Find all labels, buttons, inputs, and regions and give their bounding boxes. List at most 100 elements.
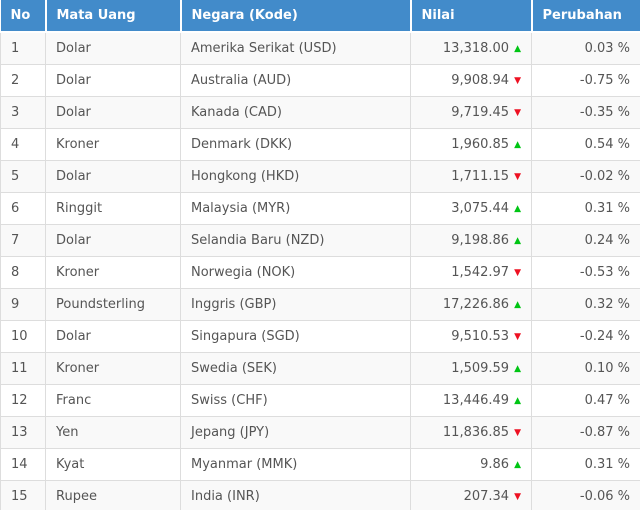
value-text: 9,198.86 [451, 233, 510, 248]
cell-value: 13,446.49 ▲ [410, 384, 532, 417]
table-row: 4 Kroner Denmark (DKK) 1,960.85 ▲ 0.54 % [0, 128, 640, 161]
cell-value: 9,510.53 ▼ [410, 320, 532, 353]
cell-no: 3 [0, 96, 46, 129]
cell-currency: Franc [45, 384, 181, 417]
cell-change: 0.24 % [531, 224, 640, 257]
cell-currency: Dolar [45, 64, 181, 97]
value-text: 13,446.49 [442, 393, 510, 408]
cell-change: 0.31 % [531, 448, 640, 481]
cell-country: India (INR) [180, 480, 411, 510]
cell-value: 207.34 ▼ [410, 480, 532, 510]
value-text: 17,226.86 [442, 297, 510, 312]
cell-currency: Kroner [45, 128, 181, 161]
table-header: No Mata Uang Negara (Kode) Nilai Perubah… [0, 0, 640, 33]
cell-no: 4 [0, 128, 46, 161]
cell-country: Swedia (SEK) [180, 352, 411, 385]
cell-value: 11,836.85 ▼ [410, 416, 532, 449]
cell-country: Norwegia (NOK) [180, 256, 411, 289]
cell-country: Jepang (JPY) [180, 416, 411, 449]
cell-country: Swiss (CHF) [180, 384, 411, 417]
trend-up-icon: ▲ [514, 236, 521, 246]
table-row: 8 Kroner Norwegia (NOK) 1,542.97 ▼ -0.53 % [0, 256, 640, 289]
trend-up-icon: ▲ [514, 460, 521, 470]
value-text: 207.34 [463, 489, 510, 504]
cell-value: 17,226.86 ▲ [410, 288, 532, 321]
cell-no: 9 [0, 288, 46, 321]
cell-country: Amerika Serikat (USD) [180, 31, 411, 65]
table-header-row: No Mata Uang Negara (Kode) Nilai Perubah… [0, 0, 640, 33]
cell-change: -0.06 % [531, 480, 640, 510]
cell-currency: Kyat [45, 448, 181, 481]
cell-change: -0.87 % [531, 416, 640, 449]
cell-currency: Dolar [45, 160, 181, 193]
cell-no: 8 [0, 256, 46, 289]
cell-country: Denmark (DKK) [180, 128, 411, 161]
cell-value: 9.86 ▲ [410, 448, 532, 481]
trend-down-icon: ▼ [514, 172, 521, 182]
column-header-country: Negara (Kode) [179, 0, 411, 33]
cell-change: 0.10 % [531, 352, 640, 385]
cell-currency: Kroner [45, 256, 181, 289]
cell-no: 15 [0, 480, 46, 510]
cell-currency: Dolar [45, 320, 181, 353]
trend-down-icon: ▼ [514, 492, 521, 502]
cell-country: Selandia Baru (NZD) [180, 224, 411, 257]
column-header-value: Nilai [409, 0, 532, 33]
cell-currency: Kroner [45, 352, 181, 385]
cell-country: Myanmar (MMK) [180, 448, 411, 481]
trend-up-icon: ▲ [514, 204, 521, 214]
cell-change: -0.35 % [531, 96, 640, 129]
cell-no: 14 [0, 448, 46, 481]
value-text: 1,711.15 [451, 169, 510, 184]
trend-down-icon: ▼ [514, 268, 521, 278]
cell-currency: Dolar [45, 96, 181, 129]
table-row: 13 Yen Jepang (JPY) 11,836.85 ▼ -0.87 % [0, 416, 640, 449]
value-text: 9,719.45 [451, 105, 510, 120]
cell-no: 11 [0, 352, 46, 385]
table-row: 2 Dolar Australia (AUD) 9,908.94 ▼ -0.75 % [0, 64, 640, 97]
cell-change: -0.53 % [531, 256, 640, 289]
trend-down-icon: ▼ [514, 76, 521, 86]
cell-value: 9,198.86 ▲ [410, 224, 532, 257]
table-row: 5 Dolar Hongkong (HKD) 1,711.15 ▼ -0.02 % [0, 160, 640, 193]
cell-change: 0.54 % [531, 128, 640, 161]
cell-value: 13,318.00 ▲ [410, 31, 532, 65]
cell-no: 7 [0, 224, 46, 257]
cell-no: 5 [0, 160, 46, 193]
cell-currency: Ringgit [45, 192, 181, 225]
cell-currency: Dolar [45, 224, 181, 257]
cell-currency: Yen [45, 416, 181, 449]
cell-change: -0.75 % [531, 64, 640, 97]
trend-up-icon: ▲ [514, 140, 521, 150]
trend-up-icon: ▲ [514, 300, 521, 310]
cell-value: 1,711.15 ▼ [410, 160, 532, 193]
value-text: 11,836.85 [442, 425, 510, 440]
cell-change: 0.32 % [531, 288, 640, 321]
cell-value: 9,719.45 ▼ [410, 96, 532, 129]
value-text: 13,318.00 [442, 41, 510, 56]
trend-up-icon: ▲ [514, 44, 521, 54]
trend-up-icon: ▲ [514, 364, 521, 374]
cell-no: 13 [0, 416, 46, 449]
cell-currency: Rupee [45, 480, 181, 510]
table-row: 14 Kyat Myanmar (MMK) 9.86 ▲ 0.31 % [0, 448, 640, 481]
value-text: 1,960.85 [451, 137, 510, 152]
table-row: 9 Poundsterling Inggris (GBP) 17,226.86 ▲ 0.3… [0, 288, 640, 321]
trend-down-icon: ▼ [514, 108, 521, 118]
table-row: 10 Dolar Singapura (SGD) 9,510.53 ▼ -0.24 % [0, 320, 640, 353]
cell-change: -0.24 % [531, 320, 640, 353]
table-row: 7 Dolar Selandia Baru (NZD) 9,198.86 ▲ 0.24 % [0, 224, 640, 257]
cell-currency: Dolar [45, 31, 181, 65]
value-text: 1,542.97 [451, 265, 510, 280]
value-text: 9.86 [480, 457, 510, 472]
trend-up-icon: ▲ [514, 396, 521, 406]
value-text: 9,908.94 [451, 73, 510, 88]
value-text: 3,075.44 [451, 201, 510, 216]
cell-no: 1 [0, 31, 46, 65]
cell-currency: Poundsterling [45, 288, 181, 321]
table-row: 12 Franc Swiss (CHF) 13,446.49 ▲ 0.47 % [0, 384, 640, 417]
cell-no: 6 [0, 192, 46, 225]
table-row: 15 Rupee India (INR) 207.34 ▼ -0.06 % [0, 480, 640, 510]
cell-change: -0.02 % [531, 160, 640, 193]
value-text: 9,510.53 [451, 329, 510, 344]
